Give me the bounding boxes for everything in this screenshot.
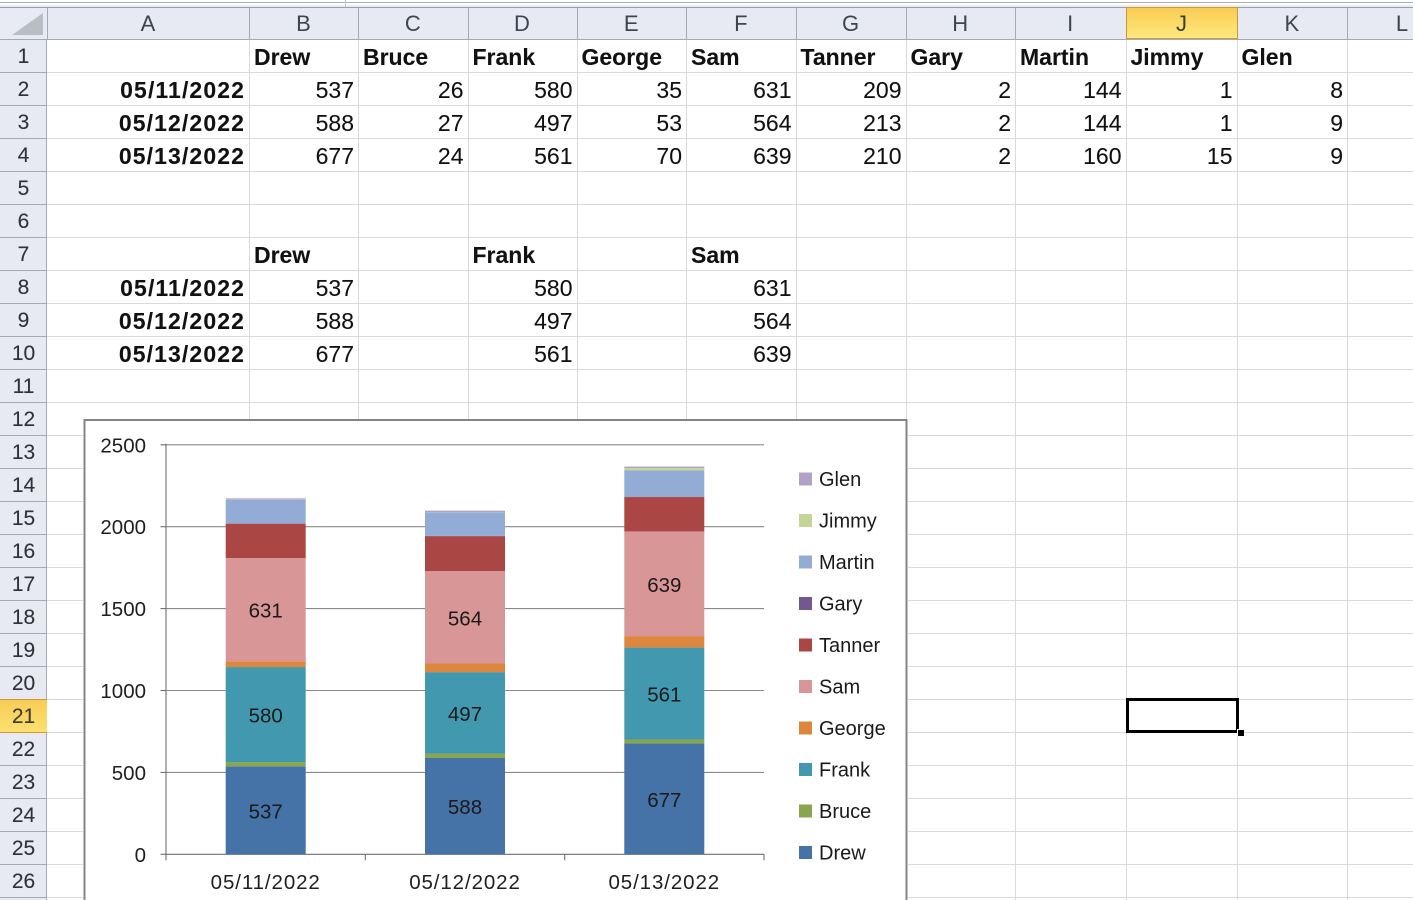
svg-text:Jimmy: Jimmy xyxy=(819,511,877,533)
svg-text:564: 564 xyxy=(448,607,482,630)
svg-text:Glen: Glen xyxy=(819,469,861,491)
svg-text:Gary: Gary xyxy=(819,594,862,616)
svg-text:Bruce: Bruce xyxy=(819,801,871,823)
svg-text:George: George xyxy=(819,718,886,740)
svg-text:05/12/2022: 05/12/2022 xyxy=(409,871,521,894)
svg-text:05/11/2022: 05/11/2022 xyxy=(211,871,321,894)
svg-text:Sam: Sam xyxy=(819,677,860,699)
svg-text:1000: 1000 xyxy=(100,680,146,703)
svg-text:537: 537 xyxy=(249,800,283,823)
svg-text:677: 677 xyxy=(647,789,681,812)
svg-text:Tanner: Tanner xyxy=(819,635,880,657)
svg-text:588: 588 xyxy=(448,796,482,819)
svg-text:500: 500 xyxy=(112,762,146,785)
svg-text:Frank: Frank xyxy=(819,760,871,782)
svg-text:0: 0 xyxy=(135,844,146,867)
svg-text:1500: 1500 xyxy=(100,598,146,621)
svg-text:05/13/2022: 05/13/2022 xyxy=(608,871,720,894)
svg-text:497: 497 xyxy=(448,703,482,726)
svg-text:561: 561 xyxy=(647,684,681,707)
svg-text:2500: 2500 xyxy=(100,434,146,457)
svg-text:Drew: Drew xyxy=(819,843,866,865)
svg-text:639: 639 xyxy=(647,574,681,597)
svg-text:Martin: Martin xyxy=(819,552,875,574)
svg-text:580: 580 xyxy=(249,705,283,728)
svg-text:2000: 2000 xyxy=(100,516,146,539)
svg-text:631: 631 xyxy=(249,600,283,623)
